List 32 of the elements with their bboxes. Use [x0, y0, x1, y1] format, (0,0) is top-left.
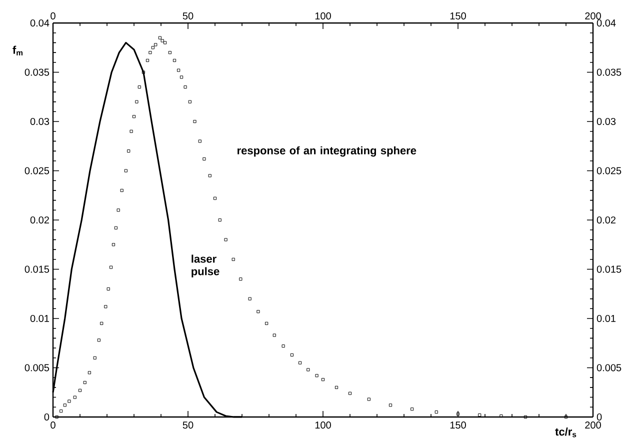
x-tick-label: 150 [450, 12, 466, 20]
y-tick-label: 0 [44, 413, 50, 421]
y2-tick-label: 0.01 [596, 314, 616, 322]
text: response of an integrating sphere [238, 146, 416, 157]
y-tick-label: 0.02 [30, 216, 49, 224]
x-tick-label: 50 [182, 12, 194, 20]
y2-tick-label: 0.025 [596, 167, 622, 174]
x-tick-label: 100 [315, 12, 331, 20]
y2-tick-label: 0.005 [596, 364, 622, 372]
x-tick-label: 200 [585, 12, 601, 20]
x2-tick-label: 0 [50, 422, 56, 429]
y-tick-label: 0.015 [24, 266, 50, 273]
y-tick-label: 0.035 [24, 68, 50, 76]
y2-tick-label: 0 [596, 413, 602, 421]
series-label: laser pulse [192, 254, 220, 278]
y2-tick-label: 0.04 [596, 19, 616, 27]
y-tick-label: 0.005 [24, 364, 50, 372]
x-axis-title: tc/r$_{s}$ [555, 428, 576, 438]
x-tick-label: 0 [50, 12, 56, 20]
y-tick-label: 0.025 [24, 167, 50, 174]
y2-tick-label: 0.02 [596, 216, 616, 224]
x2-tick-label: 200 [585, 422, 601, 429]
y-tick-label: 0.01 [30, 314, 49, 322]
x2-tick-label: 150 [450, 422, 466, 429]
y-tick-label: 0.04 [30, 19, 50, 27]
y-tick-label: 0.03 [30, 118, 50, 126]
y2-tick-label: 0.035 [596, 68, 622, 76]
x2-tick-label: 50 [182, 422, 194, 429]
y-axis-title: f$_{m}$ [12, 46, 22, 56]
y2-tick-label: 0.015 [596, 266, 622, 273]
x2-tick-label: 100 [315, 422, 331, 429]
y2-tick-label: 0.03 [596, 118, 616, 126]
